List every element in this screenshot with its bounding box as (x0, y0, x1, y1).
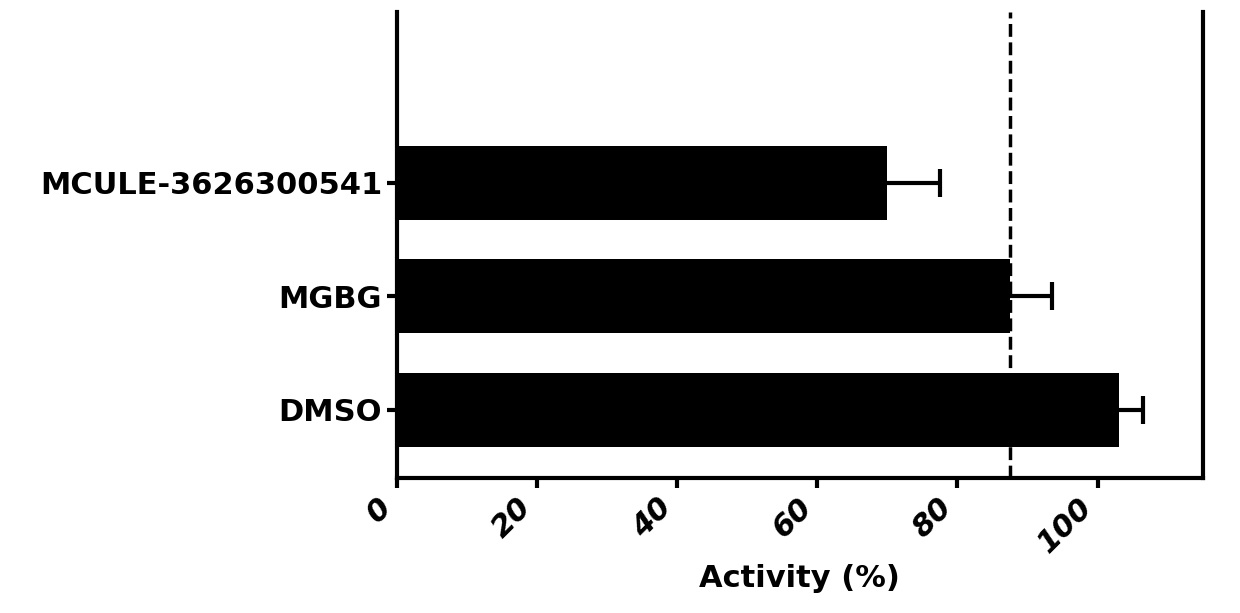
X-axis label: Activity (%): Activity (%) (699, 564, 900, 593)
Bar (397, 146, 888, 219)
Bar (397, 373, 1118, 447)
Bar (397, 259, 1011, 333)
